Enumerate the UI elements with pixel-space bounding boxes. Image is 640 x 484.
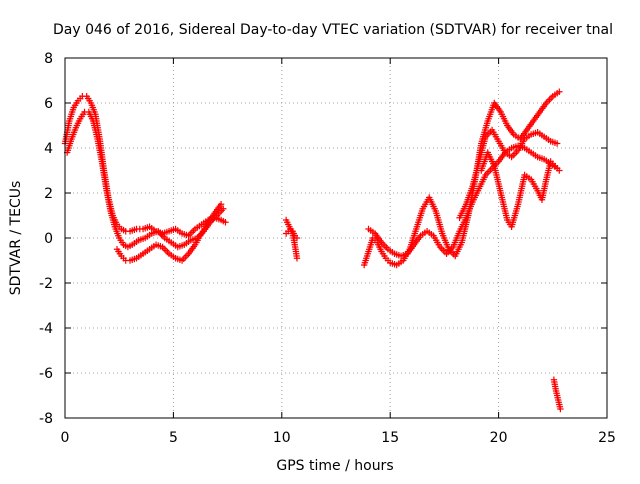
axis-ticks: 0 5 10 15 20 25 -8 -6 -4 -2 0 2 4 6 8 xyxy=(39,51,616,446)
data-point-track-d xyxy=(293,255,301,262)
x-tick-label: 15 xyxy=(381,430,399,446)
data-points xyxy=(61,88,564,413)
y-tick-label: -2 xyxy=(39,276,53,292)
y-tick-label: -6 xyxy=(39,366,53,382)
x-tick-label: 20 xyxy=(490,430,508,446)
y-tick-label: -8 xyxy=(39,411,53,427)
y-tick-label: -4 xyxy=(39,321,53,337)
data-point-track-h xyxy=(553,140,561,147)
chart-title: Day 046 of 2016, Sidereal Day-to-day VTE… xyxy=(53,22,613,38)
data-point-track-a xyxy=(222,219,229,226)
data-point-track-e xyxy=(293,234,301,242)
y-axis-label: SDTVAR / TECUs xyxy=(8,181,24,296)
y-tick-label: 2 xyxy=(44,186,53,202)
plot-frame xyxy=(64,57,608,419)
data-point-track-f xyxy=(556,88,563,95)
data-point-track-c xyxy=(217,201,225,208)
y-tick-label: 4 xyxy=(44,141,53,157)
grid-lines xyxy=(65,58,607,418)
y-tick-label: 6 xyxy=(44,96,53,112)
y-tick-label: 0 xyxy=(44,231,53,247)
x-axis-label: GPS time / hours xyxy=(276,458,393,474)
data-point-track-j xyxy=(557,405,564,413)
x-tick-label: 25 xyxy=(598,430,616,446)
x-tick-label: 10 xyxy=(273,430,291,446)
y-tick-label: 8 xyxy=(44,51,53,67)
data-point-track-b xyxy=(220,205,227,212)
x-tick-label: 5 xyxy=(169,430,178,446)
data-point-track-i xyxy=(556,167,563,174)
x-tick-label: 0 xyxy=(61,430,70,446)
